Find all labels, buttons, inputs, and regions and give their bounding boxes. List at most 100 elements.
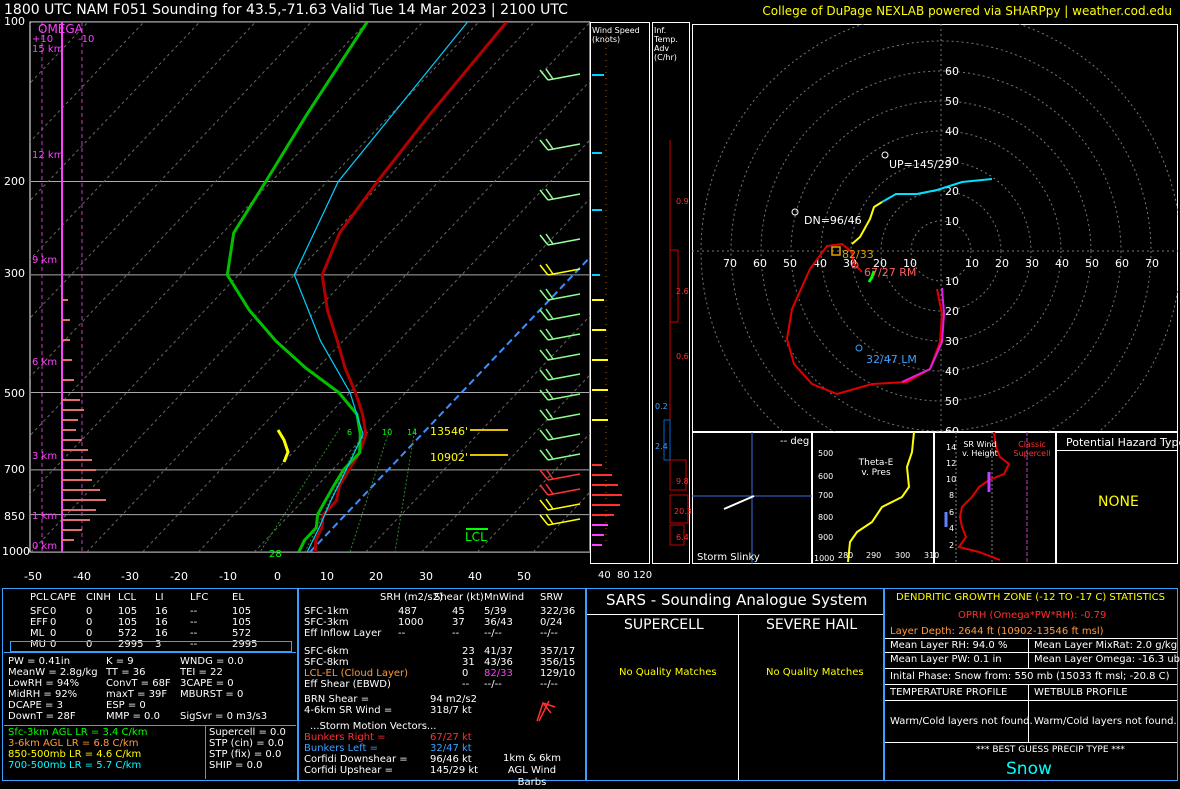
lapse-rate: Sfc-3km AGL LR = 3.4 C/km	[8, 727, 148, 738]
index-value: MMP = 0.0	[106, 711, 160, 722]
hodo-ring-label: 30	[945, 155, 959, 168]
wetbulb-line	[293, 22, 468, 552]
thetae-xtick: 280	[838, 551, 854, 560]
kin-cell: 356/15	[540, 657, 576, 668]
isotherm	[30, 22, 368, 378]
omega-scale: +10	[32, 34, 54, 45]
wind-barb	[539, 388, 581, 401]
credit-text: College of DuPage NEXLAB powered via SHA…	[762, 4, 1172, 18]
hodo-ring-label: 50	[783, 257, 797, 270]
srw-ytick: 8	[949, 491, 955, 500]
wind-barb	[539, 68, 581, 81]
hazard-panel	[1056, 432, 1178, 564]
srw-ytick: 2	[949, 541, 955, 550]
pcl-cell: 0	[50, 617, 57, 628]
kin-cell: Eff Shear (EBWD)	[304, 679, 391, 690]
t-label: -20	[170, 570, 188, 583]
kin-cell: LCL-EL (Cloud Layer)	[304, 668, 409, 679]
index-value: SigSvr = 0 m3/s3	[180, 711, 268, 722]
height-label: 3 km	[32, 451, 58, 462]
pcl-cell: MU	[30, 639, 46, 650]
dgz-rh: Mean Layer RH: 94.0 %	[890, 640, 1008, 651]
srw-ytick: 14	[946, 443, 957, 452]
wind-barb	[539, 263, 581, 276]
hodo-ring-label: 20	[945, 185, 959, 198]
hodo-0-1km	[867, 270, 876, 283]
kin-cell: --/--	[540, 628, 558, 639]
adv-bar	[669, 494, 689, 524]
adv-value: 0.2	[655, 402, 668, 411]
mix-label: 14	[407, 428, 418, 437]
pcl-header: CINH	[86, 592, 111, 603]
hodograph-chart: 70 60 50 40 30 20 10 10 20 30 40 50 60 70 60 50 40 30 20 10…	[692, 24, 1178, 432]
isotherm	[365, 315, 590, 552]
dgz-vdiv	[1028, 638, 1029, 668]
hodo-label: 82/33	[842, 248, 874, 261]
isotherm	[421, 374, 590, 552]
pcl-cell: --	[190, 606, 198, 617]
hodo-ring-label: 40	[945, 125, 959, 138]
wind-barb	[539, 483, 581, 496]
kin-cell: SRW	[540, 592, 563, 603]
pcl-cell: 105	[232, 617, 252, 628]
wind-barb	[539, 328, 581, 341]
isotherm	[30, 22, 480, 496]
kin-cell: --	[452, 628, 460, 639]
theta-e-panel	[812, 432, 934, 564]
pcl-cell: 2995	[232, 639, 258, 650]
temp-profile-title: TEMPERATURE PROFILE	[890, 687, 1008, 698]
kin-cell: --/--	[540, 679, 558, 690]
pcl-divider	[4, 652, 296, 653]
hodo-ring	[760, 70, 1122, 432]
t-label: 10	[320, 570, 334, 583]
dgz-vdiv2	[1028, 684, 1029, 742]
kin-cell: ...Storm Motion Vectors...	[310, 721, 437, 732]
thetae-ytick: 500	[818, 449, 834, 458]
sounding-title: 1800 UTC NAM F051 Sounding for 43.5,-71.…	[4, 2, 568, 18]
kin-cell: --	[398, 628, 406, 639]
thetae-ytick: 800	[818, 513, 834, 522]
hodo-ring-label: 40	[1055, 257, 1069, 270]
hodo-rm-marker	[851, 261, 859, 269]
kin-cell: 96/46 kt	[430, 754, 472, 765]
isotherm	[30, 22, 256, 261]
wind-barb	[539, 233, 581, 246]
dgz-divider6	[885, 742, 1177, 743]
height-label: 0 km	[32, 541, 58, 552]
wind-barb	[539, 513, 581, 526]
pcl-cell: 0	[86, 628, 93, 639]
dgz-pw: Mean Layer PW: 0.1 in	[890, 654, 1002, 665]
pcl-cell: 0	[86, 606, 93, 617]
lapse-rate: 3-6km AGL LR = 6.8 C/km	[8, 738, 139, 749]
index-value: TEI = 22	[180, 667, 223, 678]
adv-value: 2.6	[676, 287, 689, 296]
kin-cell: 37	[452, 617, 465, 628]
dgz-panel	[884, 588, 1178, 781]
adv-value: 2.4	[655, 442, 668, 451]
temp-adv-title: Inf. Temp. Adv (C/hr)	[654, 26, 678, 62]
wind-barb	[539, 288, 581, 301]
adv-value: 6.4	[676, 533, 689, 542]
sars-hail: SEVERE HAIL	[766, 617, 858, 633]
kin-cell: 43/36	[484, 657, 513, 668]
kin-cell: 23	[462, 646, 475, 657]
adv-bar	[669, 459, 687, 491]
composite-index: STP (fix) = 0.0	[209, 749, 282, 760]
ml-row-highlight	[10, 641, 292, 652]
kin-cell: --/--	[484, 628, 502, 639]
pcl-cell: --	[190, 617, 198, 628]
srw-ytick: 4	[949, 524, 955, 533]
index-value: ConvT = 68F	[106, 678, 171, 689]
adv-value: 20.3	[674, 507, 692, 516]
height-label: 1 km	[32, 511, 58, 522]
thetae-ytick: 1000	[814, 554, 835, 563]
hodo-ring-label: 60	[945, 65, 959, 78]
kin-cell: 67/27 kt	[430, 732, 472, 743]
index-value: K = 9	[106, 656, 134, 667]
kin-cell: 36/43	[484, 617, 513, 628]
hodo-lm-marker	[855, 344, 863, 352]
hodo-label: UP=145/29	[889, 158, 952, 171]
hodo-mean-wind	[831, 246, 841, 256]
pcl-cell: 16	[155, 606, 168, 617]
srw-ytick: 12	[946, 459, 957, 468]
